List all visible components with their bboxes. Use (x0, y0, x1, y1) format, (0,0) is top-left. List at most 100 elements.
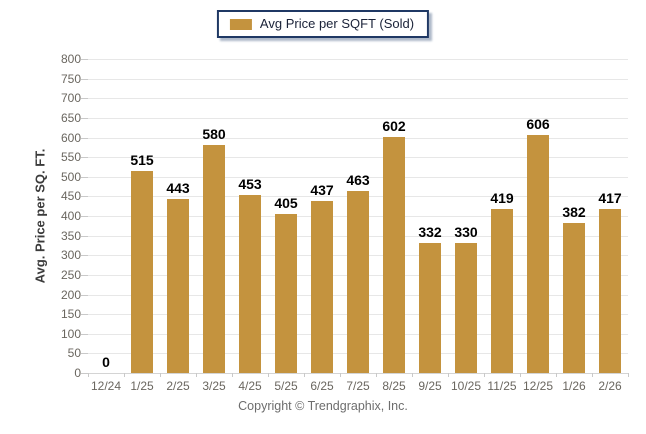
gridline (88, 157, 628, 159)
y-tick-label: 600 (60, 130, 81, 145)
y-tick-label: 500 (60, 169, 81, 184)
x-tick-label: 2/25 (166, 379, 190, 393)
y-tick-label: 750 (60, 71, 81, 86)
bar (347, 191, 369, 373)
x-tick-label: 8/25 (382, 379, 406, 393)
gridline (88, 78, 628, 80)
x-axis-tick (123, 373, 125, 377)
y-tick-label: 800 (60, 52, 81, 66)
x-tick-label: 1/25 (130, 379, 154, 393)
y-tick-label: 550 (60, 150, 81, 165)
y-tick-label: 200 (60, 287, 81, 302)
x-tick-label: 10/25 (450, 379, 482, 393)
x-tick-label: 7/25 (346, 379, 370, 393)
y-axis-tick (81, 274, 88, 276)
bar-value-label: 382 (562, 204, 586, 221)
x-axis-tick (195, 373, 197, 377)
bar-value-label: 437 (310, 182, 334, 199)
bar-value-label: 405 (274, 195, 298, 212)
x-axis-tick (591, 373, 593, 377)
x-axis-tick (411, 373, 413, 377)
bar-value-label: 330 (454, 224, 478, 241)
y-axis-tick (81, 353, 88, 355)
gridline (88, 176, 628, 178)
y-axis-tick (81, 78, 88, 80)
bar-value-label: 580 (202, 126, 226, 143)
gridline (88, 98, 628, 100)
gridline (88, 137, 628, 139)
gridline (88, 373, 628, 374)
y-axis-tick (81, 373, 88, 374)
bar (455, 243, 477, 373)
x-axis-tick (303, 373, 305, 377)
y-tick-label: 700 (60, 91, 81, 106)
legend-label: Avg Price per SQFT (Sold) (259, 16, 415, 31)
bar-value-label: 443 (166, 180, 190, 197)
bar-value-label: 332 (418, 223, 442, 240)
x-tick-label: 6/25 (310, 379, 334, 393)
bar (167, 199, 189, 373)
y-axis-tick (81, 314, 88, 316)
x-axis-tick (267, 373, 269, 377)
x-axis-tick (339, 373, 341, 377)
plot-area (81, 59, 629, 377)
y-tick-label: 0 (74, 366, 81, 380)
y-tick-label: 450 (60, 189, 81, 204)
y-axis-tick (81, 117, 88, 119)
x-tick-label: 9/25 (418, 379, 442, 393)
bar-value-label: 606 (526, 116, 550, 133)
y-tick-label: 250 (60, 267, 81, 282)
y-tick-label: 650 (60, 110, 81, 125)
x-tick-label: 12/25 (522, 379, 554, 393)
bar (491, 208, 513, 373)
y-tick-label: 100 (60, 326, 81, 341)
y-tick-label: 150 (60, 307, 81, 322)
bar (419, 242, 441, 373)
x-axis-tick (447, 373, 449, 377)
bar-value-label: 463 (346, 172, 370, 189)
x-tick-label: 5/25 (274, 379, 298, 393)
bar (527, 135, 549, 373)
y-tick-label: 400 (60, 209, 81, 223)
x-tick-label: 3/25 (202, 379, 226, 393)
x-axis-tick (627, 373, 629, 377)
x-tick-label: 11/25 (487, 379, 517, 393)
bar (131, 170, 153, 373)
y-axis-tick (81, 294, 88, 296)
copyright-text: Copyright © Trendgraphix, Inc. (238, 399, 408, 413)
x-axis-tick (375, 373, 377, 377)
y-tick-label: 350 (60, 228, 81, 243)
bar-value-label: 602 (382, 117, 406, 134)
y-axis-tick (81, 235, 88, 237)
bar-value-label: 515 (130, 151, 154, 168)
y-axis-tick (81, 255, 88, 257)
x-tick-label: 2/26 (598, 379, 622, 393)
y-axis-tick (81, 216, 88, 217)
gridline (88, 59, 628, 60)
bar-value-label: 0 (102, 354, 110, 370)
bar-value-label: 419 (490, 189, 514, 206)
y-axis-tick (81, 196, 88, 198)
y-axis-tick (81, 176, 88, 178)
bar-value-label: 453 (238, 176, 262, 193)
x-axis-tick (159, 373, 161, 377)
x-tick-label: 12/24 (90, 379, 122, 393)
bar (383, 136, 405, 373)
bar (239, 195, 261, 373)
x-axis-tick (555, 373, 557, 377)
legend-swatch (229, 18, 252, 30)
y-tick-label: 300 (60, 248, 81, 263)
x-axis-tick (519, 373, 521, 377)
x-axis-tick (87, 373, 89, 377)
y-axis-tick (81, 59, 88, 60)
y-axis-tick (81, 157, 88, 159)
bar-value-label: 417 (598, 190, 622, 207)
x-axis-tick (483, 373, 485, 377)
y-axis-tick (81, 137, 88, 139)
bar (275, 214, 297, 373)
gridline (88, 117, 628, 119)
x-tick-label: 4/25 (238, 379, 262, 393)
x-axis-tick (231, 373, 233, 377)
y-tick-label: 50 (67, 346, 81, 361)
